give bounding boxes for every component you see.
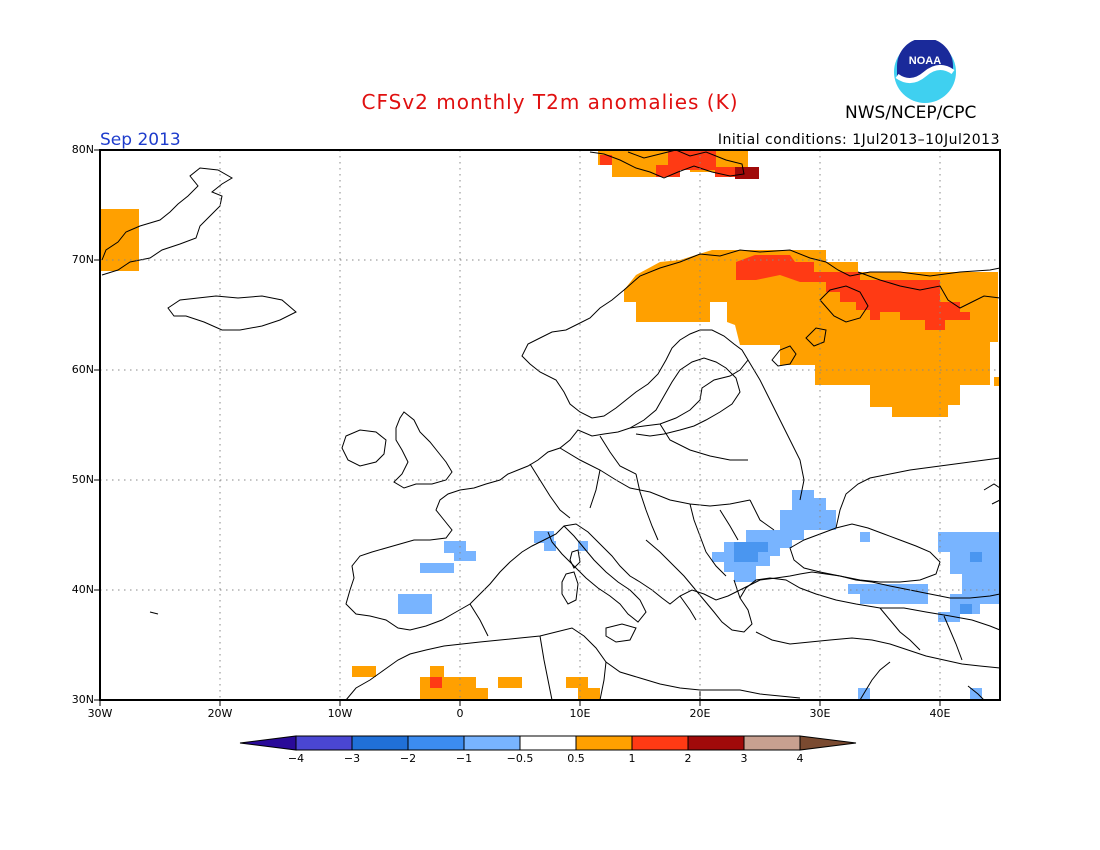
map-title: CFSv2 monthly T2m anomalies (K) [361,90,739,114]
graticule [100,150,1000,700]
anomaly-region-north-africa-warm [352,666,600,699]
anomaly-region-north-africa-hot [430,677,442,688]
coastline-great-britain [393,411,453,489]
colorbar-label: 4 [796,752,804,765]
initial-conditions: Initial conditions: 1Jul2013–10Jul2013 [717,132,1000,148]
coastline-turkey-south [755,631,1001,669]
colorbar-label: −4 [287,752,305,765]
coastline-baltic [629,357,741,437]
coastline-ireland [341,429,387,467]
lakes [771,327,827,367]
map-frame [99,149,1001,701]
colorbar-label: −2 [399,752,417,765]
tick-marks [94,149,941,706]
lat-label-70n: 70N [71,253,94,266]
island-azores [149,611,159,615]
coastline-balkans [645,539,1001,633]
coastline-iceland [167,295,297,331]
coastline-caspian [983,483,1001,505]
anomaly-region-scandinavia-russia-warm [624,250,1000,417]
anomaly-region-svalbard-warm [598,149,748,177]
anomaly-region-caucasus-cool-strong [960,552,982,614]
anomaly-region-balkans-cool-strong [734,542,768,562]
colorbar-segment [743,735,801,751]
lat-label-60n: 60N [71,363,94,376]
colorbar-label: 3 [740,752,748,765]
coastline-sardinia [561,571,579,605]
colorbar-segment [351,735,409,751]
colorbar-label: 0.5 [567,752,585,765]
colorbar-label: −0.5 [506,752,534,765]
colorbar-segment [519,735,577,751]
lon-label-30e: 30E [809,707,831,720]
colorbar-segment [407,735,465,751]
lon-label-10w: 10W [327,707,353,720]
colorbar-segment [631,735,689,751]
anomaly-region-greenland-warm [101,209,139,271]
lat-label-30n: 30N [71,693,94,706]
coastline-red-sea [967,685,985,701]
colorbar-arrow-high [799,735,857,751]
lon-label-0: 0 [456,707,464,720]
colorbar-segment [295,735,353,751]
country-borders [469,359,1001,701]
coastline-white-sea [819,285,869,323]
anomaly-region-northwest-russia-hot [736,255,970,330]
forecast-month: Sep 2013 [100,130,181,150]
colorbar-label: 2 [684,752,692,765]
agency-label: NWS/NCEP/CPC [845,103,977,123]
colorbar [239,735,857,751]
coastline-sicily [605,623,637,643]
coastline-europe [345,249,1001,631]
colorbar-segment [575,735,633,751]
coastline-barents [857,271,1001,309]
lon-label-20e: 20E [689,707,711,720]
lon-label-10e: 10E [569,707,591,720]
anomaly-region-svalbard-red [600,150,739,177]
lat-label-80n: 80N [71,143,94,156]
lon-label-30w: 30W [87,707,113,720]
coastline-italy [547,525,647,623]
anomaly-region-balkans-black-sea-cool [712,490,836,582]
colorbar-label: −3 [343,752,361,765]
anomaly-region-iberia-cool [398,531,588,614]
colorbar-label: 1 [628,752,636,765]
colorbar-segment [463,735,521,751]
colorbar-arrow-low [239,735,297,751]
coastline-greenland [101,167,233,276]
lat-label-50n: 50N [71,473,94,486]
lon-label-40e: 40E [929,707,951,720]
anomaly-region-caucasus-turkey-cool [848,532,1000,699]
coastline-black-sea [789,523,941,583]
noaa-logo-icon: NOAA [894,40,956,103]
anomaly-shading [101,149,1000,699]
coastline-levant [859,661,891,701]
lat-label-40n: 40N [71,583,94,596]
colorbar-label: −1 [455,752,473,765]
anomaly-region-svalbard-hot [735,167,759,179]
lon-label-20w: 20W [207,707,233,720]
logo-text: NOAA [909,55,941,67]
coastline-north-africa [345,627,801,701]
coastlines [101,149,1001,701]
coastline-svalbard [589,149,745,179]
colorbar-segment [687,735,745,751]
coastline-corsica [569,549,581,569]
